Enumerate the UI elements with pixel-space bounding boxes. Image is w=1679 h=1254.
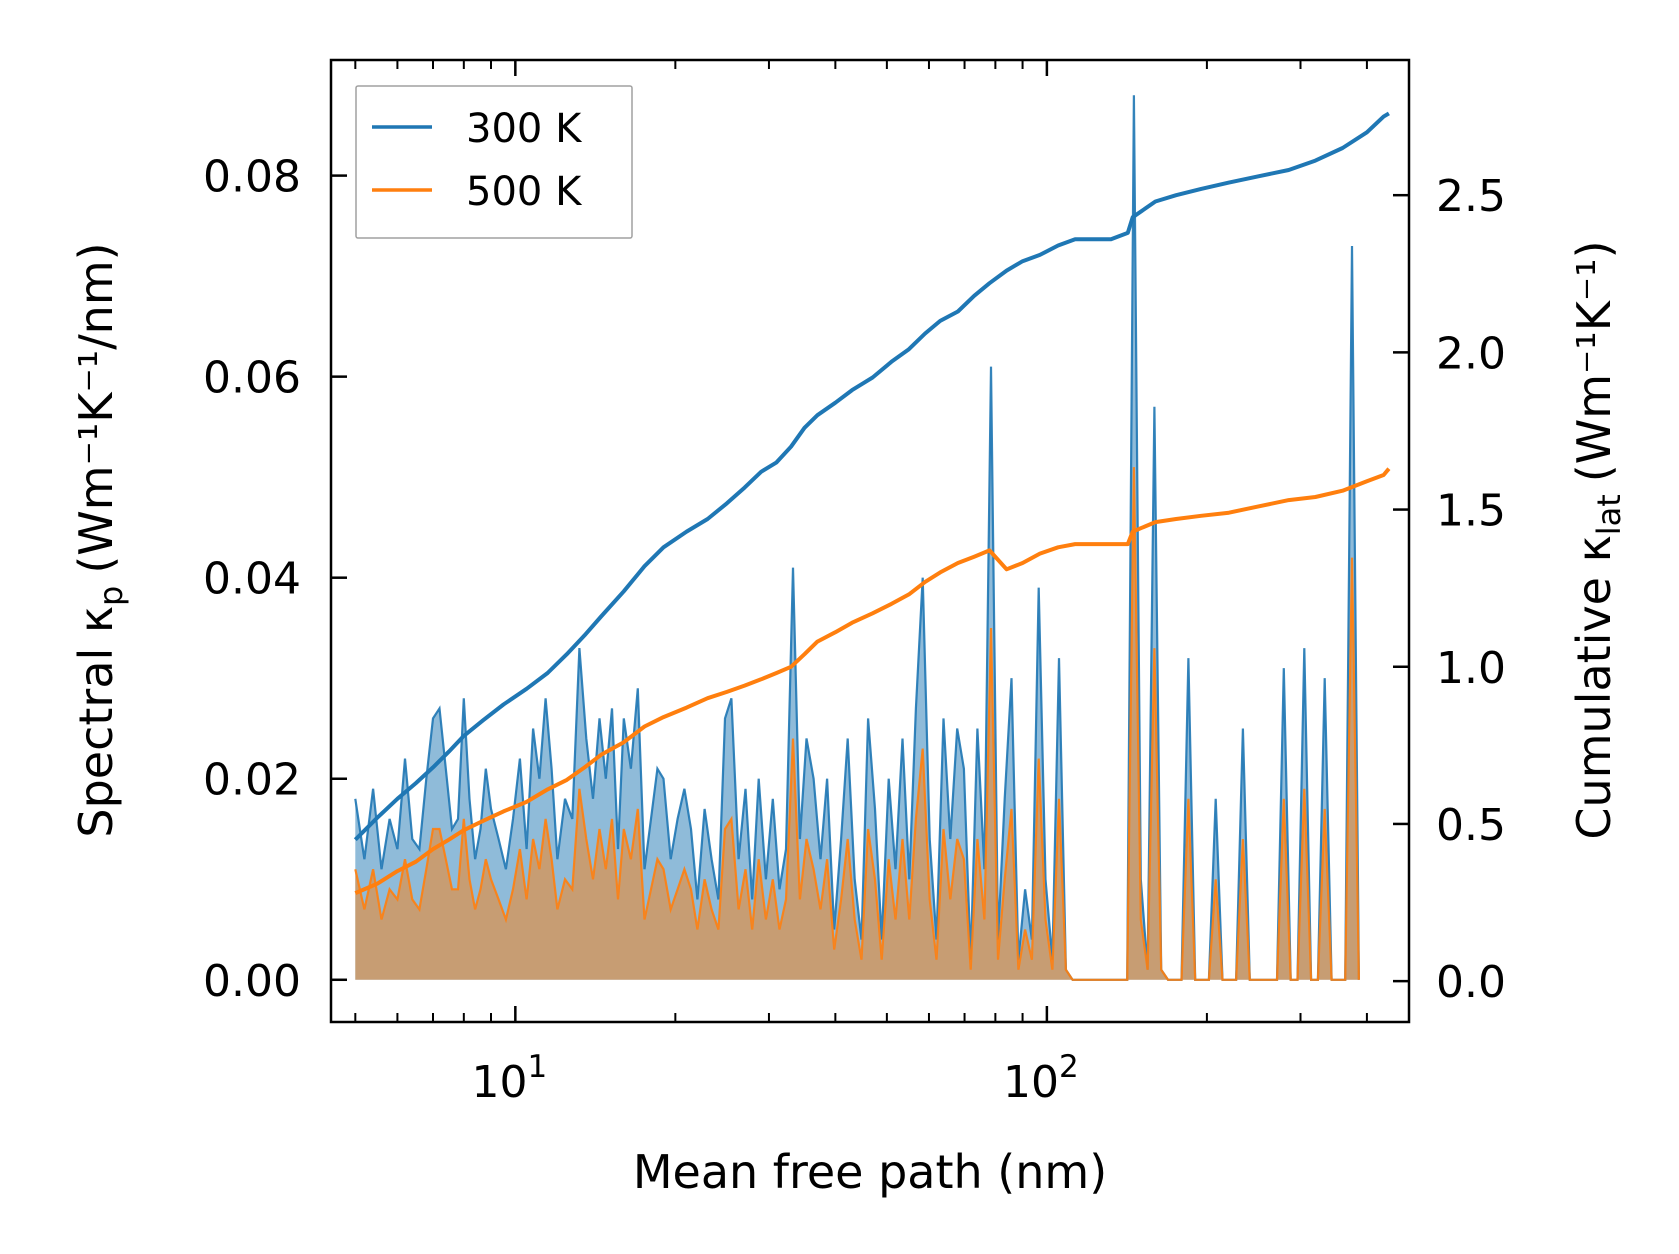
x-axis-label: Mean free path (nm) (633, 1145, 1107, 1199)
y-axis-left-label: Spectral κp (Wm⁻¹K⁻¹/nm) (69, 242, 130, 837)
plot-frame (329, 58, 1411, 1024)
y-left-tick-label-1: 0.02 (203, 755, 301, 806)
spectral-area-500k (355, 467, 1359, 980)
y-axis-right-label: Cumulative κlat (Wm⁻¹K⁻¹) (1567, 240, 1628, 839)
tick-layer: 101 1020.000.020.040.060.080.00.51.01.52.… (203, 60, 1506, 1108)
spectral-line-300k (354, 95, 1360, 981)
y-right-tick-label-1: 0.5 (1436, 800, 1506, 851)
x-tick-label-exp-0: 1 (527, 1049, 547, 1085)
y-left-tick-label-3: 0.06 (203, 353, 301, 404)
y-axis-left-label-sub: p (92, 586, 130, 606)
y-right-tick-label-2: 1.0 (1436, 643, 1506, 694)
x-tick-label-base-1: 10 (1003, 1057, 1059, 1108)
legend-box (355, 85, 633, 239)
y-axis-right-label-main: Cumulative κ (1567, 535, 1621, 839)
x-tick-label-base-0: 10 (471, 1057, 527, 1108)
x-tick-label-1: 102 (1003, 1049, 1079, 1108)
y-left-tick-label-0: 0.00 (203, 956, 301, 1007)
cumulative-line-500k (354, 467, 1391, 895)
legend: 300 K 500 K (355, 85, 633, 239)
y-right-tick-label-0: 0.0 (1436, 957, 1506, 1008)
y-axis-left-label-main: Spectral κ (69, 606, 123, 838)
y-right-tick-label-5: 2.5 (1436, 171, 1506, 222)
x-tick-label-0: 101 (471, 1049, 547, 1108)
x-tick-label-exp-1: 2 (1059, 1049, 1079, 1085)
y-axis-right-label-units: (Wm⁻¹K⁻¹) (1567, 240, 1621, 482)
y-left-tick-label-2: 0.04 (203, 554, 301, 605)
cumulative-line-300k (353, 111, 1390, 842)
y-axis-left-label-units: (Wm⁻¹K⁻¹/nm) (69, 242, 123, 573)
spectral-line-500k (354, 467, 1360, 981)
legend-label-300k: 300 K (466, 106, 583, 152)
y-right-tick-label-3: 1.5 (1436, 486, 1506, 537)
series-layer (353, 95, 1391, 981)
y-right-tick-label-4: 2.0 (1436, 328, 1506, 379)
legend-label-500k: 500 K (466, 169, 583, 215)
y-axis-right-label-sub: lat (1590, 494, 1628, 535)
y-left-tick-label-4: 0.08 (203, 152, 301, 203)
